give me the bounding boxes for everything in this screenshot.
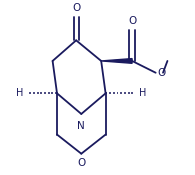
Text: N: N bbox=[77, 121, 85, 131]
Text: O: O bbox=[77, 158, 85, 168]
Text: O: O bbox=[128, 16, 136, 26]
Text: H: H bbox=[16, 88, 23, 98]
Text: O: O bbox=[158, 68, 166, 78]
Polygon shape bbox=[101, 59, 132, 63]
Text: H: H bbox=[139, 88, 147, 98]
Text: O: O bbox=[72, 3, 80, 13]
